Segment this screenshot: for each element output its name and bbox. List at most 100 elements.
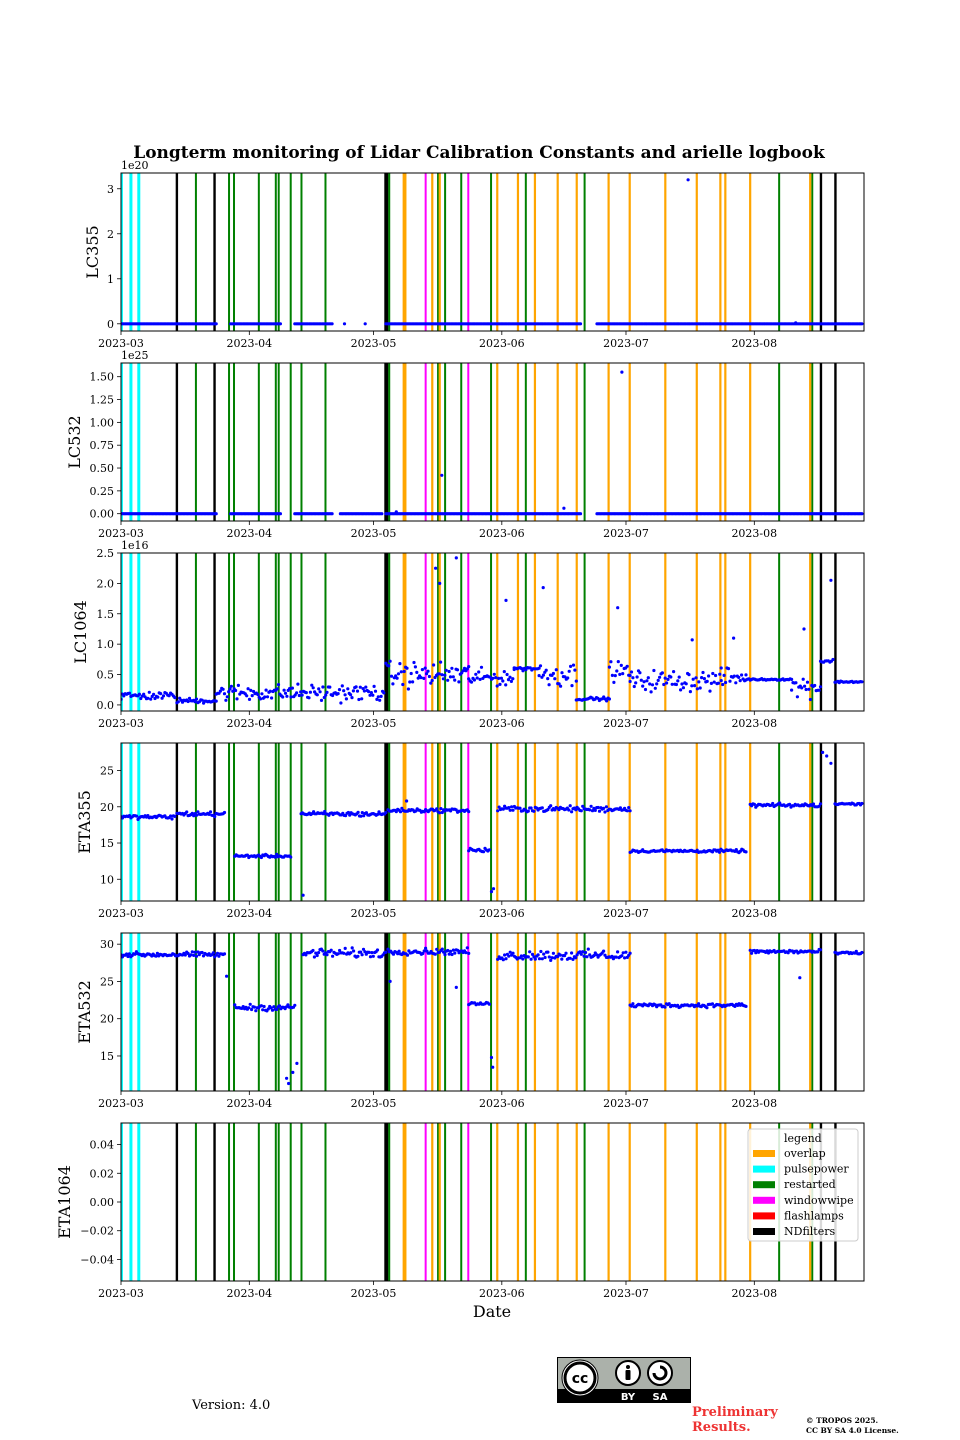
data-point bbox=[350, 946, 354, 950]
data-point bbox=[465, 667, 469, 671]
data-point bbox=[200, 698, 204, 702]
data-point bbox=[281, 695, 285, 699]
data-point bbox=[818, 802, 823, 806]
data-point bbox=[526, 955, 530, 959]
data-point bbox=[275, 852, 279, 857]
legend-swatch-windowwipe bbox=[753, 1196, 775, 1204]
data-point bbox=[610, 673, 615, 678]
data-point bbox=[511, 677, 515, 681]
cc-text: cc bbox=[572, 1371, 589, 1387]
data-point bbox=[358, 685, 362, 689]
data-point bbox=[319, 698, 324, 703]
data-point bbox=[574, 679, 578, 683]
data-point bbox=[376, 812, 380, 817]
data-point bbox=[860, 680, 864, 684]
data-point bbox=[447, 669, 451, 674]
data-point bbox=[126, 954, 130, 959]
y-tick-label: 1.25 bbox=[90, 394, 115, 407]
data-point-outlier bbox=[620, 370, 624, 374]
data-point bbox=[449, 949, 453, 954]
data-point bbox=[278, 322, 282, 326]
data-point bbox=[295, 691, 299, 695]
data-point bbox=[818, 685, 823, 689]
legend: legend overlap pulsepower restarted windowwi… bbox=[747, 1128, 859, 1242]
data-point bbox=[289, 855, 293, 859]
data-point bbox=[336, 692, 340, 696]
data-point bbox=[546, 677, 550, 681]
data-point bbox=[278, 512, 282, 516]
data-point bbox=[684, 682, 688, 686]
data-point bbox=[563, 954, 567, 958]
data-point bbox=[259, 1004, 263, 1008]
data-point-outlier bbox=[295, 1061, 299, 1065]
data-point bbox=[260, 692, 264, 696]
data-point bbox=[282, 688, 286, 692]
data-point bbox=[737, 675, 741, 680]
data-point bbox=[705, 679, 709, 684]
y-tick-label: 0.0 bbox=[97, 699, 115, 712]
panel-lc532: 0.00 0.25 0.50 0.75 1.00 1.25 1.50 2023-03 2023-… bbox=[65, 349, 865, 540]
y-tick-label: 1.5 bbox=[97, 608, 115, 621]
data-point bbox=[442, 950, 446, 954]
data-point bbox=[507, 954, 511, 958]
preliminary-results-note: Preliminary Results. bbox=[692, 1405, 778, 1435]
data-point bbox=[396, 952, 400, 956]
data-point-outlier bbox=[541, 586, 545, 590]
data-point bbox=[448, 675, 453, 679]
data-point-outlier bbox=[829, 761, 833, 765]
data-point bbox=[214, 699, 218, 703]
y-axis-label: ETA1064 bbox=[55, 1165, 74, 1239]
panel-eta1064: −0.04 −0.02 0.00 0.02 0.04 2023-03 2023-04 2023… bbox=[55, 1122, 865, 1300]
y-axis-label: LC355 bbox=[83, 225, 102, 278]
data-point bbox=[352, 949, 356, 953]
data-point bbox=[440, 947, 444, 951]
data-point bbox=[411, 680, 415, 684]
data-point-outlier bbox=[504, 598, 508, 603]
data-point bbox=[505, 672, 509, 677]
data-point bbox=[359, 950, 363, 954]
data-point bbox=[605, 699, 609, 703]
data-point bbox=[412, 660, 416, 665]
data-point bbox=[813, 683, 817, 688]
cc-license-badge[interactable]: cc BY SA bbox=[557, 1357, 691, 1403]
data-point bbox=[249, 688, 253, 693]
data-point bbox=[406, 687, 410, 691]
data-point bbox=[176, 700, 180, 704]
data-point bbox=[462, 666, 467, 671]
data-point bbox=[357, 697, 361, 702]
plot-area bbox=[121, 933, 864, 1091]
data-point bbox=[317, 687, 321, 691]
data-point bbox=[628, 809, 632, 813]
data-point bbox=[354, 685, 358, 689]
data-point-outlier bbox=[794, 321, 798, 325]
data-point bbox=[722, 673, 726, 678]
x-tick-label: 2023-04 bbox=[226, 527, 272, 540]
data-point bbox=[362, 689, 366, 693]
data-point bbox=[620, 954, 624, 958]
data-point bbox=[423, 666, 427, 670]
data-point bbox=[422, 676, 426, 681]
data-point bbox=[788, 802, 792, 807]
data-point bbox=[632, 684, 636, 689]
data-point bbox=[371, 954, 375, 958]
data-point bbox=[272, 1005, 276, 1009]
data-point bbox=[660, 671, 665, 675]
legend-swatch-overlap bbox=[753, 1150, 775, 1157]
data-point bbox=[361, 947, 366, 951]
data-point bbox=[538, 664, 543, 668]
data-point bbox=[609, 660, 613, 664]
data-point bbox=[268, 689, 272, 693]
data-point bbox=[631, 1002, 635, 1006]
data-point bbox=[447, 952, 451, 956]
x-tick-label: 2023-05 bbox=[351, 1097, 397, 1110]
data-point bbox=[616, 660, 620, 664]
data-point bbox=[286, 1003, 290, 1007]
data-point bbox=[200, 950, 204, 955]
data-point bbox=[624, 950, 628, 954]
data-point bbox=[551, 671, 556, 676]
data-point-outlier bbox=[489, 1055, 494, 1060]
data-point bbox=[312, 955, 316, 959]
data-point bbox=[247, 1006, 251, 1010]
data-point bbox=[645, 679, 649, 683]
data-point bbox=[602, 949, 606, 953]
